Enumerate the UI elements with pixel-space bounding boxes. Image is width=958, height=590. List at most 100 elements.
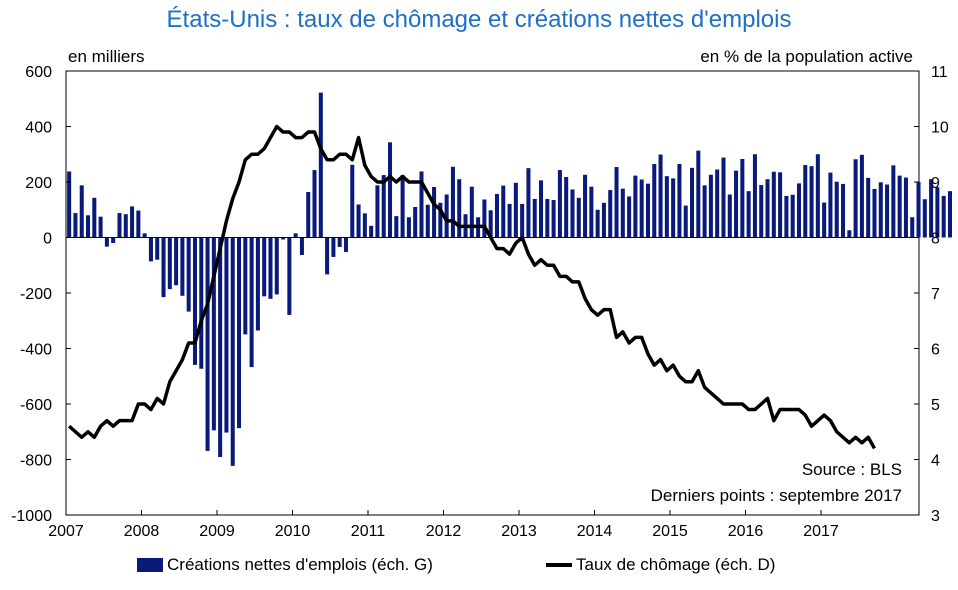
job-creation-bar — [683, 205, 688, 238]
job-creation-bar — [318, 92, 323, 238]
job-creation-bar — [306, 191, 311, 238]
job-creation-bar — [148, 237, 153, 262]
last-point-note: Derniers points : septembre 2017 — [650, 486, 902, 505]
job-creation-bar — [916, 182, 921, 238]
job-creation-bar — [551, 200, 556, 238]
job-creation-bar — [268, 237, 273, 299]
job-creation-bar — [331, 237, 336, 257]
job-creation-bar — [281, 237, 286, 240]
job-creation-bar — [658, 154, 663, 238]
job-creation-bar — [469, 186, 474, 238]
left-axis-tick-label: 400 — [25, 120, 52, 137]
job-creation-bar — [545, 198, 550, 238]
left-axis-tick-label: -1000 — [11, 508, 52, 525]
job-creation-bar — [356, 204, 361, 238]
x-axis-tick-label: 2011 — [351, 523, 386, 540]
job-creation-bar — [186, 237, 191, 312]
job-creation-bar — [557, 170, 562, 238]
job-creation-bar — [589, 186, 594, 238]
job-creation-bar — [73, 213, 78, 238]
job-creation-bar — [488, 210, 493, 238]
job-creation-bar — [859, 154, 864, 238]
job-creation-bar — [922, 199, 927, 238]
job-creation-bar — [752, 154, 757, 238]
job-creation-bar — [438, 202, 443, 238]
right-axis-tick-label: 3 — [931, 508, 940, 525]
job-creation-bar — [866, 177, 871, 238]
job-creation-bar — [92, 197, 97, 238]
job-creation-bar — [696, 150, 701, 238]
job-creation-bar — [224, 237, 229, 433]
left-axis-ticks: 600 400 200 0 -200 -400 -600 -800 -1000 — [11, 64, 71, 525]
left-axis-tick-label: 600 — [25, 64, 52, 81]
job-creation-bar — [790, 194, 795, 238]
job-creation-bar — [343, 237, 348, 252]
unemployment-rate-line — [67, 124, 877, 450]
job-creation-bar — [639, 179, 644, 238]
job-creation-bar — [513, 182, 518, 238]
job-creation-bar — [759, 185, 764, 238]
job-creation-bar — [494, 193, 499, 238]
job-creation-bar — [526, 168, 531, 238]
job-creation-bar — [910, 217, 915, 238]
job-creation-bar — [576, 197, 581, 238]
job-creation-bar — [312, 170, 317, 238]
job-creation-bar — [608, 190, 613, 238]
job-creation-bar — [652, 163, 657, 238]
bar-series — [67, 92, 952, 466]
job-creation-bar — [155, 237, 160, 260]
job-creation-bar — [815, 154, 820, 238]
job-creation-bar — [740, 158, 745, 238]
job-creation-bar — [425, 204, 430, 238]
job-creation-bar — [400, 175, 405, 238]
job-creation-bar — [262, 237, 267, 297]
legend-label-unemployment: Taux de chômage (éch. D) — [576, 555, 776, 574]
job-creation-bar — [381, 175, 386, 238]
legend-item-unemployment: Taux de chômage (éch. D) — [546, 555, 775, 575]
job-creation-bar — [130, 206, 135, 238]
job-creation-bar — [897, 175, 902, 238]
job-creation-bar — [117, 213, 122, 238]
job-creation-bar — [734, 170, 739, 238]
job-creation-bar — [419, 171, 424, 238]
job-creation-bar — [847, 230, 852, 238]
job-creation-bar — [564, 177, 569, 238]
job-creation-bar — [413, 206, 418, 238]
job-creation-bar — [702, 185, 707, 238]
job-creation-bar — [86, 215, 91, 238]
job-creation-bar — [325, 237, 330, 275]
job-creation-bar — [111, 237, 116, 244]
job-creation-bar — [369, 225, 374, 238]
job-creation-bar — [98, 216, 103, 238]
right-axis-tick-label: 4 — [931, 453, 940, 470]
job-creation-bar — [627, 196, 632, 238]
job-creation-bar — [501, 185, 506, 238]
job-creation-bar — [727, 194, 732, 238]
job-creation-bar — [601, 202, 606, 238]
job-creation-bar — [784, 195, 789, 238]
job-creation-bar — [677, 163, 682, 238]
job-creation-bar — [841, 183, 846, 238]
left-axis-unit-label: en milliers — [68, 47, 145, 66]
x-axis-tick-label: 2016 — [728, 523, 764, 540]
right-axis-tick-label: 8 — [931, 231, 940, 248]
right-axis-tick-label: 6 — [931, 342, 940, 359]
job-creation-bar — [243, 237, 248, 335]
job-creation-bar — [205, 237, 210, 451]
job-creation-bar — [822, 202, 827, 238]
job-creation-bar — [211, 237, 216, 431]
legend-swatch-line — [546, 563, 572, 567]
job-creation-bar — [620, 188, 625, 238]
left-axis-tick-label: -800 — [20, 453, 52, 470]
chart-area: 600 400 200 0 -200 -400 -600 -800 -1000 11 10 9 8 7 6… — [11, 64, 952, 540]
x-axis-tick-label: 2007 — [48, 523, 84, 540]
job-creation-bar — [878, 182, 883, 238]
left-axis-tick-label: -600 — [20, 397, 52, 414]
job-creation-bar — [192, 237, 197, 365]
job-creation-bar — [947, 191, 952, 238]
job-creation-bar — [237, 237, 242, 429]
job-creation-bar — [539, 180, 544, 238]
job-creation-bar — [520, 203, 525, 238]
job-creation-bar — [287, 237, 292, 315]
job-creation-bar — [633, 175, 638, 238]
